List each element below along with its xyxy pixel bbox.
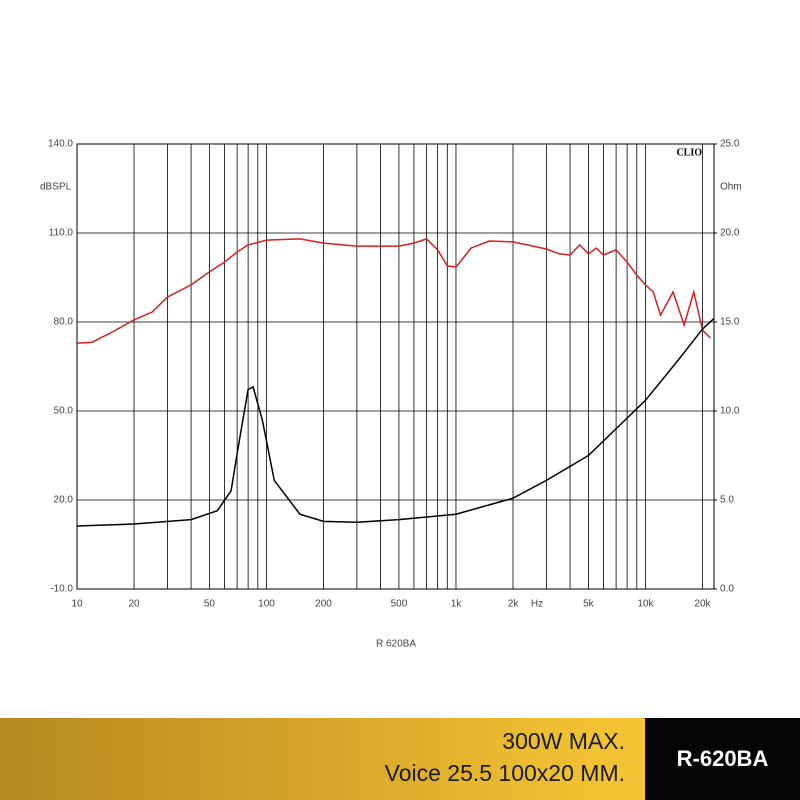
x-tick-label: 5k: [583, 599, 595, 610]
x-tick-label: 200: [315, 599, 332, 610]
y2-tick-label: 20.0: [720, 228, 740, 239]
x-tick-label: 20k: [694, 599, 711, 610]
x-tick-label: 10k: [637, 599, 654, 610]
footer-line: Voice 25.5 100x20 MM.: [384, 760, 625, 786]
model-badge: R-620BA: [645, 718, 800, 800]
y2-tick-label: 5.0: [720, 495, 734, 506]
y2-tick-label: 10.0: [720, 406, 740, 417]
x-tick-label: 50: [204, 599, 216, 610]
series-line: [76, 317, 715, 527]
y-tick-label: 140.0: [48, 139, 73, 150]
plot-frame: [76, 143, 715, 590]
y2-tick-label: 25.0: [720, 139, 740, 150]
left-unit: dBSPL: [40, 182, 72, 193]
y-tick-label: -10.0: [50, 584, 73, 595]
right-unit: Ohm: [720, 182, 742, 193]
x-unit: Hz: [531, 599, 543, 610]
footer-line: 300W MAX.: [502, 728, 625, 754]
caption: R 620BA: [376, 639, 416, 650]
x-tick-label: 2k: [508, 599, 520, 610]
y2-tick-label: 15.0: [720, 317, 740, 328]
x-tick-label: 500: [391, 599, 408, 610]
x-tick-label: 1k: [451, 599, 463, 610]
x-tick-label: 10: [71, 599, 83, 610]
x-tick-label: 100: [258, 599, 275, 610]
y-tick-label: 80.0: [54, 317, 74, 328]
footer: 300W MAX. Voice 25.5 100x20 MM. R-620BA: [0, 718, 800, 800]
y2-tick-label: 0.0: [720, 584, 734, 595]
y-tick-label: 110.0: [49, 228, 74, 239]
brand: CLIO: [676, 147, 702, 158]
y-tick-label: 50.0: [54, 406, 74, 417]
chart: dBSPL Ohm CLIO Hz R 620BA 10 20 50 100 200 50…: [40, 139, 742, 650]
x-tick-label: 20: [128, 599, 140, 610]
y-tick-label: 20.0: [54, 495, 74, 506]
series-line: [76, 238, 711, 344]
